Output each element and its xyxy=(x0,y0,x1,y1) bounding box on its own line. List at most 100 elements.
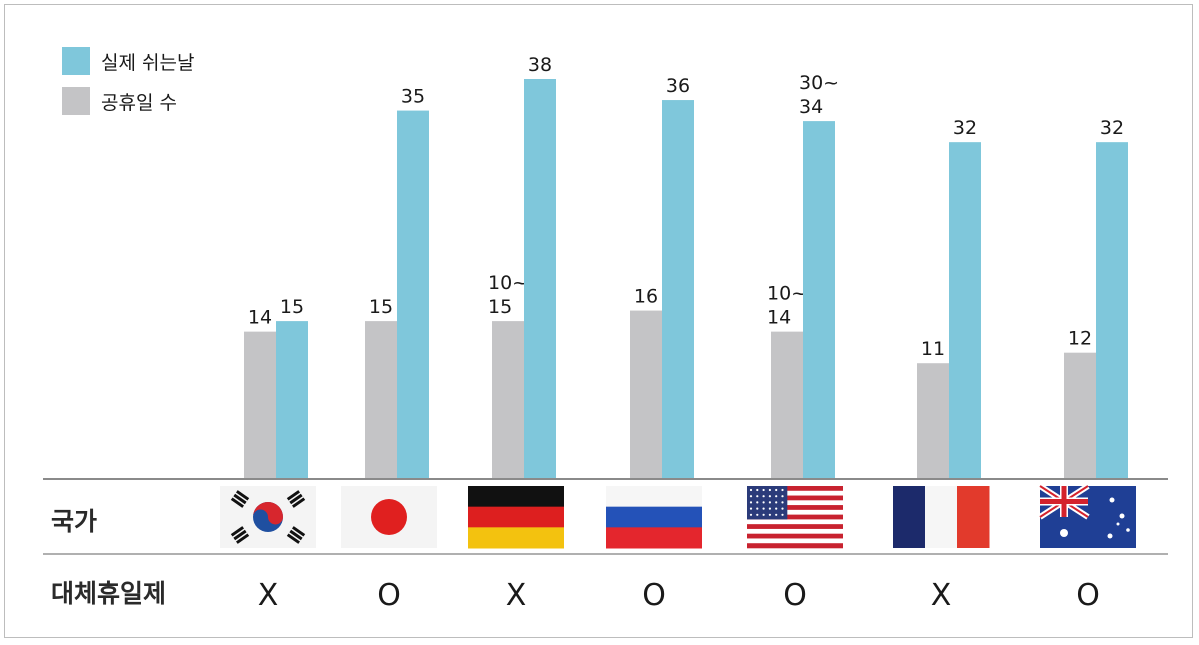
stripe-12 xyxy=(747,543,843,549)
stripe-2 xyxy=(747,495,843,501)
substitute-mark-0: X xyxy=(258,578,279,613)
legend-swatch-0 xyxy=(62,47,90,75)
star-0 xyxy=(1060,529,1068,537)
star-2 xyxy=(1119,513,1125,519)
substitute-row-label: 대체휴일제 xyxy=(51,579,166,608)
australia-flag xyxy=(1038,483,1136,548)
band-2 xyxy=(957,486,990,548)
star xyxy=(781,501,784,504)
star xyxy=(775,488,778,492)
star xyxy=(775,495,778,498)
flags-row xyxy=(220,483,1136,549)
star xyxy=(775,507,778,510)
trigram-bar xyxy=(233,529,247,541)
star xyxy=(749,501,753,504)
bar-holidays-0 xyxy=(244,331,276,479)
trigram-bar xyxy=(291,497,306,508)
data-label-actual-5: 32 xyxy=(953,117,977,139)
legend-swatch-1 xyxy=(62,87,90,115)
data-label-actual-0: 15 xyxy=(280,296,304,318)
stripe-6 xyxy=(747,514,843,520)
usa-flag xyxy=(747,486,843,549)
cross-r xyxy=(1061,486,1067,517)
star xyxy=(768,495,772,498)
data-label-actual-4: 30~ xyxy=(799,72,839,94)
stripe-7 xyxy=(747,519,843,525)
data-label-holidays-2: 10~ xyxy=(488,272,528,294)
bar-actual-6 xyxy=(1096,142,1128,479)
trigram-1 xyxy=(286,490,306,508)
data-label-holidays-0: 14 xyxy=(248,307,272,329)
star xyxy=(781,488,784,492)
trigram-bar xyxy=(230,526,245,537)
stripe-11 xyxy=(747,538,843,544)
star xyxy=(775,501,778,504)
south-korea-flag xyxy=(220,486,316,548)
star-1 xyxy=(1109,497,1115,503)
bar-actual-0 xyxy=(276,321,308,479)
star xyxy=(756,488,759,492)
country-row-label: 국가 xyxy=(51,507,97,536)
star xyxy=(756,501,759,504)
star xyxy=(756,513,759,516)
chart-frame: 실제 쉬는날 공휴일 수 14 15 10~ 15 16 10~ 14 11 12 15 35 38 36… xyxy=(4,4,1193,638)
stripe-5 xyxy=(747,509,843,515)
trigram-bar xyxy=(291,526,306,537)
data-label-holidays-4: 14 xyxy=(767,307,791,329)
bar-actual-3 xyxy=(662,100,694,479)
legend-label-1: 공휴일 수 xyxy=(101,92,177,114)
star xyxy=(775,513,778,516)
star xyxy=(762,488,765,492)
sun-disc xyxy=(371,499,407,535)
stripe-1 xyxy=(468,506,564,528)
data-label-holidays-2: 15 xyxy=(488,296,512,318)
stripe-2 xyxy=(606,527,702,549)
star-3 xyxy=(1107,533,1113,539)
bar-holidays-1 xyxy=(365,321,397,479)
table-rows: 국가 대체휴일제 X O X O O X O xyxy=(43,478,1168,613)
star xyxy=(781,495,784,498)
data-label-holidays-4: 10~ xyxy=(767,283,807,305)
star xyxy=(762,495,765,498)
trigram-2 xyxy=(230,526,250,544)
data-label-holidays-3: 16 xyxy=(634,286,658,308)
data-label-holidays-6: 12 xyxy=(1068,328,1092,350)
stripe-0 xyxy=(468,486,564,508)
star xyxy=(768,513,772,516)
bar-holidays-3 xyxy=(630,310,662,479)
trigram-bar xyxy=(233,493,247,505)
substitute-mark-6: O xyxy=(1076,578,1100,613)
star xyxy=(762,501,765,504)
star xyxy=(768,488,772,492)
bar-actual-2 xyxy=(524,79,556,479)
stripe-1 xyxy=(606,506,702,528)
bar-holidays-5 xyxy=(917,363,949,479)
star-5 xyxy=(1116,522,1120,526)
data-label-actual-6: 32 xyxy=(1100,117,1124,139)
trigram-bar xyxy=(235,490,250,501)
trigram-bar xyxy=(230,497,245,508)
stripe-3 xyxy=(747,500,843,506)
substitute-mark-2: X xyxy=(506,578,527,613)
bar-actual-5 xyxy=(949,142,981,479)
star xyxy=(756,507,759,510)
bar-actual-4 xyxy=(803,121,835,480)
bar-holidays-2 xyxy=(492,321,524,479)
canton xyxy=(747,486,788,520)
stripe-0 xyxy=(606,486,702,508)
star xyxy=(762,513,765,516)
data-label-holidays-5: 11 xyxy=(921,338,945,360)
data-label-actual-1: 35 xyxy=(401,86,425,108)
band-1 xyxy=(925,486,958,548)
stripe-0 xyxy=(747,486,843,492)
data-label-actual-2: 38 xyxy=(528,54,552,76)
stripe-1 xyxy=(747,490,843,496)
star xyxy=(749,488,753,492)
band-0 xyxy=(893,486,926,548)
star xyxy=(762,507,765,510)
stripe-8 xyxy=(747,524,843,530)
star xyxy=(781,513,784,516)
bar-holidays-4 xyxy=(771,331,803,479)
